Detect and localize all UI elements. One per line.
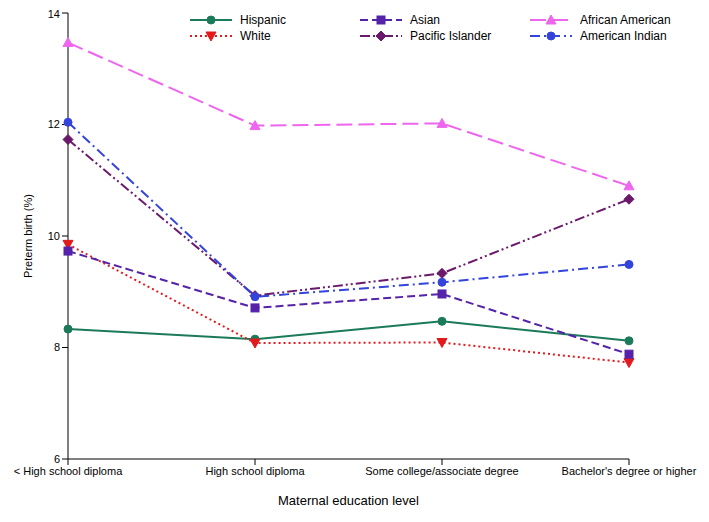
html-text:African American: African American: [580, 13, 671, 27]
html-text:Hispanic: Hispanic: [240, 13, 286, 27]
svg-text:High school diploma: High school diploma: [205, 465, 305, 477]
html-text:American Indian: American Indian: [580, 29, 667, 43]
svg-text:Some college/associate degree: Some college/associate degree: [365, 465, 518, 477]
svg-text:8: 8: [54, 341, 60, 353]
svg-text:6: 6: [54, 453, 60, 465]
svg-text:10: 10: [48, 230, 60, 242]
svg-text:< High school diploma: < High school diploma: [14, 465, 123, 477]
svg-text:14: 14: [48, 8, 60, 20]
svg-text:Bachelor's degree or higher: Bachelor's degree or higher: [562, 465, 697, 477]
svg-text:Preterm birth (%): Preterm birth (%): [22, 194, 34, 278]
html-text:Pacific Islander: Pacific Islander: [410, 29, 492, 43]
svg-text:12: 12: [48, 118, 60, 130]
svg-text:Maternal education level: Maternal education level: [278, 493, 419, 508]
html-text:Asian: Asian: [410, 13, 440, 27]
html-text:White: White: [240, 29, 271, 43]
